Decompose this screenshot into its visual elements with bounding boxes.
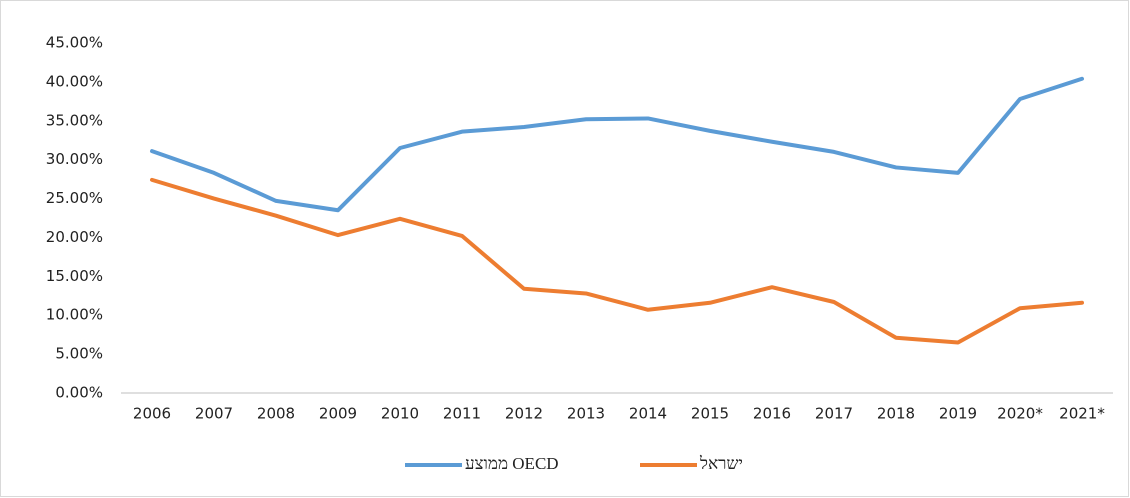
- legend-label: ישראל: [699, 454, 743, 473]
- x-tick-label: 2019: [939, 405, 977, 423]
- series-line: [150, 76, 1084, 213]
- x-tick-label: 2016: [753, 405, 791, 423]
- y-tick-label: 40.00%: [46, 72, 103, 90]
- y-tick-label: 25.00%: [46, 189, 103, 207]
- x-tick-label: 2013: [567, 405, 605, 423]
- x-tick-label: 2009: [319, 405, 357, 423]
- y-tick-label: 10.00%: [46, 306, 103, 324]
- y-tick-label: 30.00%: [46, 150, 103, 168]
- x-tick-label: 2015: [691, 405, 729, 423]
- x-tick-label: 2011: [443, 405, 481, 423]
- x-tick-label: 2017: [815, 405, 853, 423]
- y-tick-label: 15.00%: [46, 267, 103, 285]
- y-tick-label: 35.00%: [46, 111, 103, 129]
- series-line: [150, 177, 1084, 345]
- x-tick-label: 2018: [877, 405, 915, 423]
- x-tick-label: 2008: [257, 405, 295, 423]
- x-tick-label: 2020*: [997, 405, 1043, 423]
- x-tick-label: 2010: [381, 405, 419, 423]
- x-tick-label: 2021*: [1059, 405, 1105, 423]
- x-tick-label: 2014: [629, 405, 667, 423]
- x-tick-label: 2012: [505, 405, 543, 423]
- y-tick-label: 45.00%: [46, 34, 103, 52]
- x-tick-label: 2006: [133, 405, 171, 423]
- legend-label: ממוצע OECD: [465, 454, 559, 473]
- y-tick-label: 20.00%: [46, 228, 103, 246]
- y-tick-label: 0.00%: [55, 384, 103, 402]
- y-tick-label: 5.00%: [55, 345, 103, 363]
- x-tick-label: 2007: [195, 405, 233, 423]
